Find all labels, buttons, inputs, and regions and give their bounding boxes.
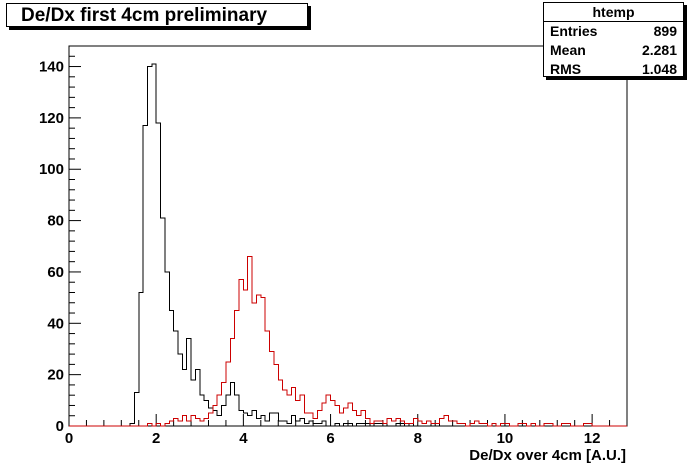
x-tick-label: 8 xyxy=(414,430,422,447)
x-tick-label: 0 xyxy=(65,430,73,447)
y-tick-label: 140 xyxy=(39,59,64,76)
stats-label: Mean xyxy=(550,42,586,58)
y-tick-label: 20 xyxy=(47,367,64,384)
plot-frame xyxy=(68,45,628,427)
stats-label: Entries xyxy=(550,23,598,39)
stats-label: RMS xyxy=(550,61,582,77)
x-axis-title: De/Dx over 4cm [A.U.] xyxy=(469,447,626,464)
y-tick-label: 0 xyxy=(56,418,64,435)
stats-value: 2.281 xyxy=(641,42,677,58)
stats-row-mean: Mean 2.281 xyxy=(544,41,683,60)
histogram-series-2 xyxy=(69,256,627,427)
chart-title: De/Dx first 4cm preliminary xyxy=(6,3,308,27)
stats-row-entries: Entries 899 xyxy=(544,22,683,41)
x-tick-label: 4 xyxy=(239,430,248,447)
x-tick-label: 2 xyxy=(152,430,160,447)
stats-value: 899 xyxy=(653,23,677,39)
y-tick-label: 40 xyxy=(47,315,64,332)
y-tick-label: 100 xyxy=(39,161,64,178)
y-tick-label: 80 xyxy=(47,213,64,230)
histogram-series-1 xyxy=(69,63,627,427)
histograms xyxy=(69,63,627,427)
x-tick-label: 10 xyxy=(497,430,514,447)
x-tick-label: 6 xyxy=(326,430,334,447)
y-tick-label: 120 xyxy=(39,110,64,127)
stats-box: htemp Entries 899 Mean 2.281 RMS 1.048 xyxy=(543,2,684,77)
x-tick-label: 12 xyxy=(584,430,601,447)
stats-value: 1.048 xyxy=(641,61,677,77)
stats-histogram-name: htemp xyxy=(544,3,683,22)
y-tick-label: 60 xyxy=(47,264,64,281)
stats-row-rms: RMS 1.048 xyxy=(544,60,683,79)
